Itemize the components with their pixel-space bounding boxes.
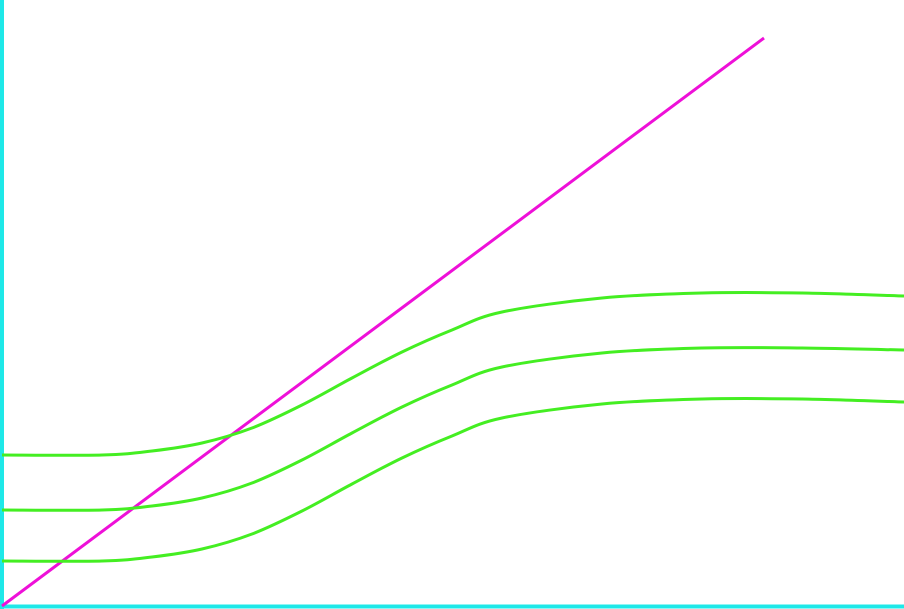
series-line <box>1 396 904 563</box>
series-line <box>1 290 904 457</box>
series-line <box>1 36 765 608</box>
series-line <box>1 346 904 512</box>
